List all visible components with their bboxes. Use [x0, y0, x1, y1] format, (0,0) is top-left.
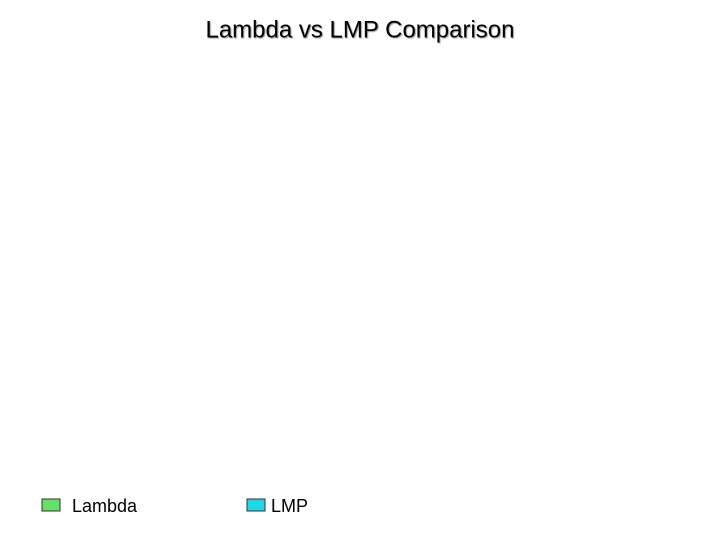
- chart-title: Lambda vs LMP Comparison: [205, 16, 514, 43]
- legend-label: Lambda: [72, 496, 138, 516]
- legend-swatch: [246, 498, 266, 512]
- legend-label: LMP: [271, 496, 308, 516]
- legend-swatch: [41, 498, 61, 512]
